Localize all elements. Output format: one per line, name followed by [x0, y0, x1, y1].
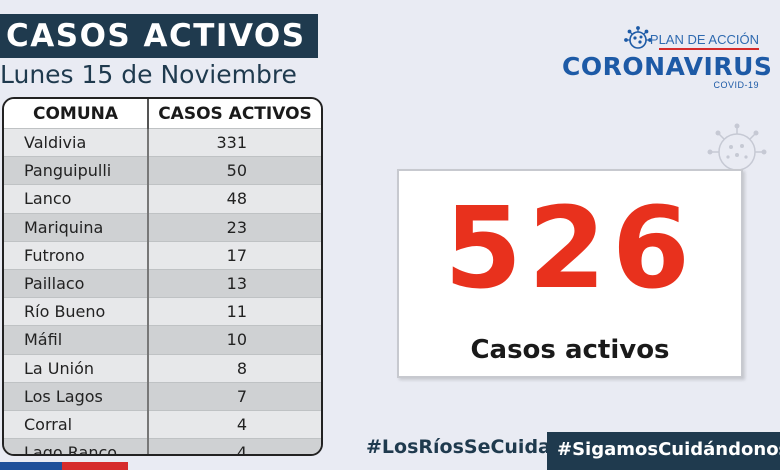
comuna-cell: La Unión — [4, 353, 149, 383]
logo-plan-text: PLAN DE ACCIÓN — [649, 32, 759, 47]
logo-divider — [659, 48, 759, 50]
total-cases-card: 526 Casos activos — [397, 169, 743, 378]
table-row: Lanco 48 — [4, 184, 321, 214]
comuna-cell: Mariquina — [4, 212, 149, 242]
comuna-cell: Río Bueno — [4, 297, 149, 326]
table-row: Río Bueno 11 — [4, 297, 321, 326]
casos-cell: 8 — [148, 353, 321, 383]
table-row: Los Lagos 7 — [4, 381, 321, 411]
casos-cell: 4 — [148, 438, 321, 454]
comuna-cell: Paillaco — [4, 268, 149, 298]
casos-cell: 23 — [148, 212, 321, 242]
report-date: Lunes 15 de Noviembre — [0, 60, 297, 89]
table-row: Panguipulli 50 — [4, 156, 321, 185]
table-row: Valdivia 331 — [4, 127, 321, 157]
casos-cell: 48 — [148, 184, 321, 214]
page-title: CASOS ACTIVOS — [0, 14, 318, 58]
comuna-cell: Panguipulli — [4, 156, 149, 185]
comuna-cell: Los Lagos — [4, 381, 149, 411]
table-row: Paillaco 13 — [4, 268, 321, 298]
total-cases-number: 526 — [444, 184, 696, 314]
table-row: Máfil 10 — [4, 325, 321, 354]
column-header-casos: CASOS ACTIVOS — [148, 99, 321, 129]
logo-name: CORONAVIRUS — [562, 52, 773, 81]
flag-red-stripe — [62, 462, 128, 470]
comuna-cell: Valdivia — [4, 127, 149, 157]
virus-watermark-icon — [707, 123, 767, 170]
flag-blue-stripe — [0, 462, 62, 470]
comuna-cell: Lanco — [4, 184, 149, 214]
column-header-comuna: COMUNA — [4, 99, 149, 129]
comuna-cell: Lago Ranco — [4, 438, 149, 454]
cases-table: COMUNA CASOS ACTIVOS Valdivia 331 Panguip… — [2, 97, 323, 456]
hashtag-los-rios: #LosRíosSeCuida — [366, 436, 551, 458]
casos-cell: 331 — [148, 127, 321, 157]
comuna-cell: Futrono — [4, 240, 149, 270]
casos-cell: 50 — [148, 156, 321, 185]
casos-cell: 13 — [148, 268, 321, 298]
coronavirus-logo: PLAN DE ACCIÓN CORONAVIRUS COVID-19 — [562, 26, 772, 92]
table-row: Lago Ranco 4 — [4, 438, 321, 454]
comuna-cell: Corral — [4, 409, 149, 439]
hashtag-sigamos: #SigamosCuidándonos — [547, 432, 780, 470]
casos-cell: 11 — [148, 297, 321, 326]
comuna-cell: Máfil — [4, 325, 149, 354]
casos-cell: 4 — [148, 409, 321, 439]
casos-cell: 17 — [148, 240, 321, 270]
table-row: Corral 4 — [4, 409, 321, 439]
logo-sub: COVID-19 — [713, 80, 759, 90]
table-row: Futrono 17 — [4, 240, 321, 270]
total-cases-label: Casos activos — [470, 335, 670, 365]
casos-cell: 7 — [148, 381, 321, 411]
table-row: Mariquina 23 — [4, 212, 321, 242]
table-row: La Unión 8 — [4, 353, 321, 383]
casos-cell: 10 — [148, 325, 321, 354]
virus-icon — [624, 26, 652, 49]
